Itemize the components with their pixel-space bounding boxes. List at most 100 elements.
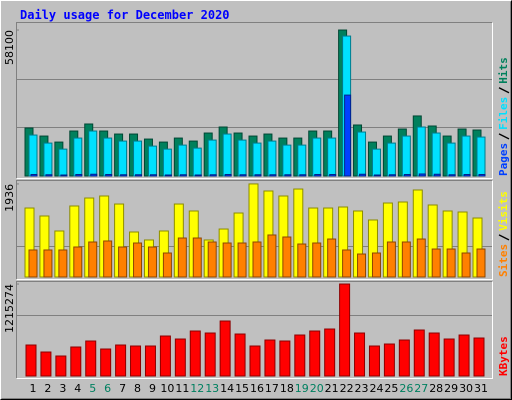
x-tick-label: 4 — [74, 382, 81, 395]
x-tick-label: 1 — [30, 382, 37, 395]
bar — [45, 174, 53, 177]
bar — [401, 241, 411, 278]
bar — [478, 173, 486, 177]
bar — [279, 340, 291, 377]
bar — [43, 249, 53, 278]
y-tick-label: 1215274 — [3, 284, 16, 333]
x-tick-label: 10 — [160, 382, 174, 395]
x-tick-label: 27 — [414, 382, 428, 395]
bar — [115, 344, 127, 377]
bar — [297, 243, 307, 278]
bar — [204, 332, 216, 377]
x-tick-label: 8 — [134, 382, 141, 395]
bar — [55, 355, 67, 377]
x-tick-label: 21 — [325, 382, 339, 395]
bar — [130, 345, 142, 377]
bar — [386, 241, 396, 278]
legend-label: Files — [497, 97, 510, 130]
bar — [237, 242, 247, 278]
bar — [75, 173, 83, 177]
bar — [299, 174, 307, 177]
bar — [386, 142, 396, 177]
bar — [133, 242, 143, 278]
x-tick-label: 16 — [250, 382, 264, 395]
bar — [164, 174, 172, 177]
bar — [297, 144, 307, 177]
bar — [354, 332, 366, 377]
bar — [135, 174, 143, 177]
bar — [162, 252, 172, 278]
x-tick-label: 14 — [220, 382, 234, 395]
x-tick-label: 15 — [235, 382, 249, 395]
x-tick-label: 24 — [369, 382, 383, 395]
bar — [431, 248, 441, 278]
bar — [222, 133, 232, 177]
bar — [133, 140, 143, 177]
x-tick-label: 28 — [429, 382, 443, 395]
bar — [88, 241, 98, 278]
bar — [28, 134, 38, 177]
legend-separator — [498, 133, 510, 140]
bar — [344, 94, 352, 177]
panel-bevel — [16, 22, 493, 179]
bar — [179, 174, 187, 177]
bar — [357, 253, 367, 278]
legend-separator — [498, 87, 510, 94]
y-tick-label: 58100 — [3, 30, 16, 65]
bar — [388, 174, 396, 177]
bar — [309, 330, 321, 377]
bar — [398, 339, 410, 377]
bar — [147, 145, 157, 177]
bar — [284, 174, 292, 177]
bar — [329, 173, 337, 177]
bar — [416, 126, 426, 177]
x-tick-label: 31 — [474, 382, 488, 395]
x-tick-label: 26 — [399, 382, 413, 395]
legend-separator — [498, 234, 510, 241]
bar — [282, 144, 292, 177]
bar — [327, 137, 337, 177]
bar — [371, 252, 381, 278]
bar — [282, 236, 292, 278]
bar — [314, 173, 322, 177]
x-tick-label: 13 — [205, 382, 219, 395]
bar — [159, 335, 171, 377]
bar — [237, 139, 247, 177]
bar — [162, 148, 172, 177]
bar — [43, 142, 53, 177]
bar — [30, 173, 38, 177]
bar — [473, 337, 485, 377]
bar — [431, 132, 441, 177]
bar — [209, 174, 217, 177]
bar — [267, 234, 277, 278]
legend: Pages Files Hits — [497, 57, 510, 176]
bar — [207, 241, 217, 278]
bar — [189, 330, 201, 377]
panel-bevel — [16, 281, 493, 379]
bar — [249, 345, 261, 377]
bar — [58, 148, 68, 177]
x-tick-label: 7 — [119, 382, 126, 395]
legend-label: Hits — [497, 57, 510, 84]
bar — [418, 173, 426, 177]
x-tick-label: 19 — [295, 382, 309, 395]
bar — [174, 338, 186, 377]
bar — [177, 237, 187, 278]
bar — [103, 240, 113, 278]
panel-bevel — [16, 180, 493, 280]
bar — [371, 148, 381, 177]
bar — [428, 332, 440, 377]
x-tick-label: 22 — [340, 382, 354, 395]
bar — [476, 136, 486, 177]
bar — [312, 242, 322, 278]
bar — [463, 173, 471, 177]
bar — [73, 137, 83, 177]
x-tick-label: 9 — [149, 382, 156, 395]
y-tick-label: 1936 — [3, 184, 16, 212]
legend-label: Pages — [497, 143, 510, 176]
bar — [118, 246, 128, 278]
bar — [100, 348, 112, 377]
bar — [149, 174, 157, 177]
bar — [254, 174, 262, 177]
